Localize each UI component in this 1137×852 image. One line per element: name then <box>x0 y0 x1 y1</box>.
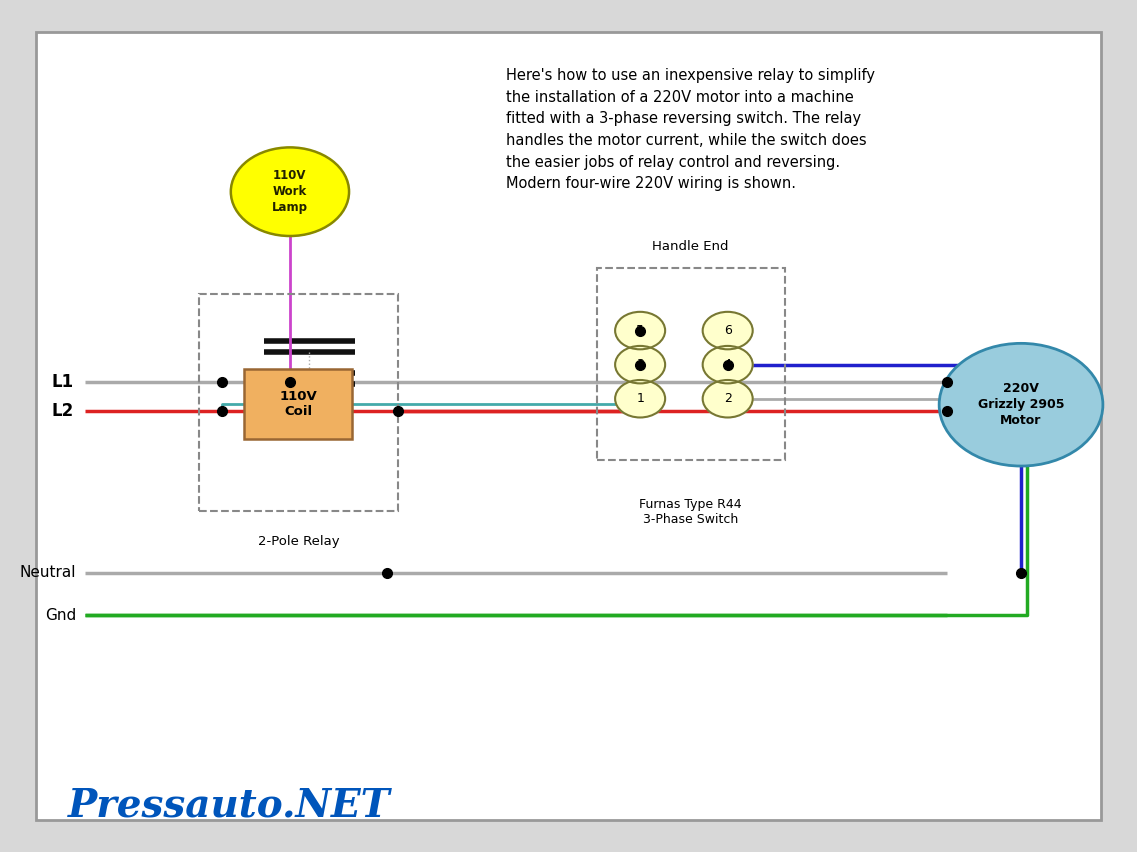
Text: L1: L1 <box>52 372 74 391</box>
Text: 2-Pole Relay: 2-Pole Relay <box>258 535 339 548</box>
Text: Handle End: Handle End <box>653 240 729 253</box>
Text: Pressauto.NET: Pressauto.NET <box>68 786 391 824</box>
Text: 4: 4 <box>724 358 731 371</box>
Text: Neutral: Neutral <box>19 565 76 580</box>
Text: 110V
Work
Lamp: 110V Work Lamp <box>272 170 308 214</box>
Circle shape <box>939 343 1103 466</box>
Text: Gnd: Gnd <box>45 607 76 623</box>
Text: 5: 5 <box>636 324 645 337</box>
FancyBboxPatch shape <box>244 369 352 439</box>
Text: Furnas Type R44
3-Phase Switch: Furnas Type R44 3-Phase Switch <box>639 498 742 527</box>
Text: 110V
Coil: 110V Coil <box>280 390 317 417</box>
Text: L2: L2 <box>51 401 74 420</box>
Circle shape <box>615 312 665 349</box>
Text: 2: 2 <box>724 392 731 406</box>
Circle shape <box>615 380 665 417</box>
Circle shape <box>703 346 753 383</box>
Circle shape <box>615 346 665 383</box>
Text: 3: 3 <box>637 358 644 371</box>
Circle shape <box>703 380 753 417</box>
Circle shape <box>231 147 349 236</box>
Text: 6: 6 <box>724 324 731 337</box>
FancyBboxPatch shape <box>36 32 1101 820</box>
Text: 1: 1 <box>637 392 644 406</box>
Text: 220V
Grizzly 2905
Motor: 220V Grizzly 2905 Motor <box>978 383 1064 427</box>
Text: Here's how to use an inexpensive relay to simplify
the installation of a 220V mo: Here's how to use an inexpensive relay t… <box>506 68 875 191</box>
Circle shape <box>703 312 753 349</box>
